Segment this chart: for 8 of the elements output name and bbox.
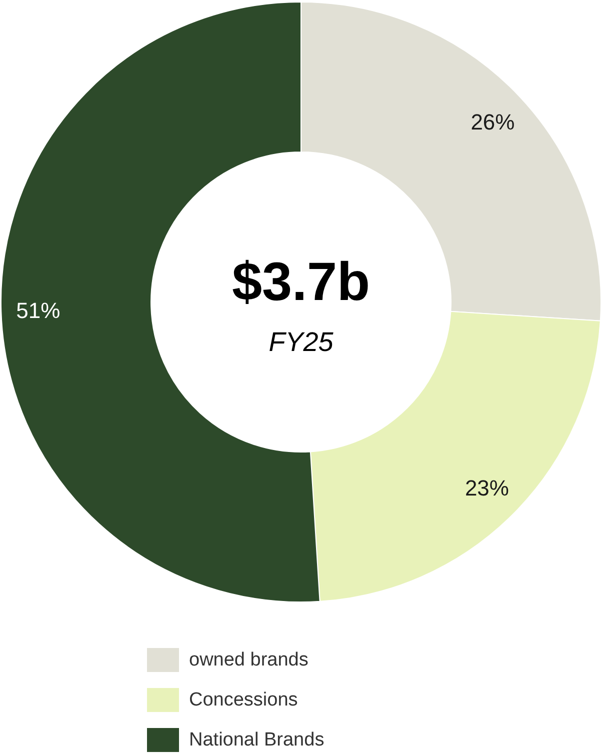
text: FY25	[268, 327, 334, 357]
data-label: 26%	[470, 109, 515, 134]
data-label: 51%	[16, 298, 60, 323]
text: $3.7b	[232, 252, 370, 312]
data-label: 23%	[464, 475, 509, 500]
legend-label: National Brands	[189, 730, 324, 750]
legend-label: owned brands	[189, 650, 308, 670]
legend-label: Concessions	[189, 690, 298, 710]
